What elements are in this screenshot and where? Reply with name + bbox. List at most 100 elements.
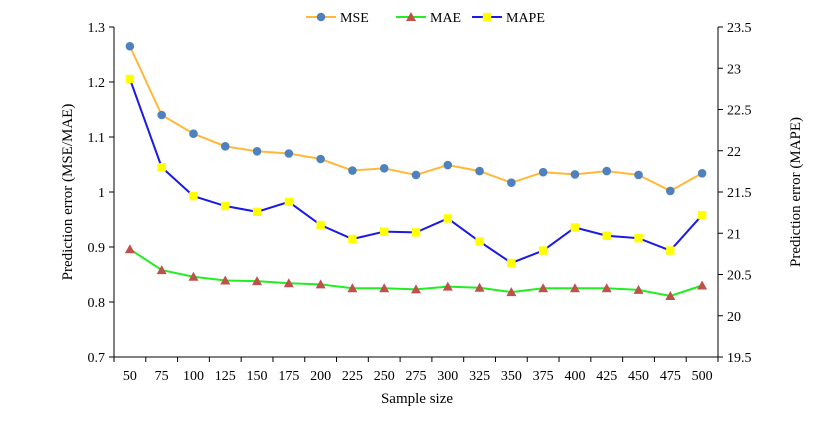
x-tick-label: 350	[501, 369, 522, 384]
data-point-mape	[252, 207, 262, 216]
legend-label: MAE	[430, 11, 461, 26]
legend: MSE MAE MAPE	[306, 11, 545, 26]
data-point-mse	[316, 154, 325, 164]
x-tick-label: 500	[692, 369, 713, 384]
x-tick-label: 425	[596, 369, 617, 384]
data-point-mape	[125, 74, 135, 84]
x-tick-label: 300	[437, 369, 458, 384]
data-point-mape	[507, 258, 516, 268]
y-tick-label: 0.7	[88, 351, 106, 366]
x-tick-label: 250	[374, 369, 395, 384]
data-point-mae	[347, 283, 358, 293]
axes: 0.7 0.8 0.9 1 1.1 1.2 1.3 19.5 20 20.5 21 21.5 22 22.…	[88, 21, 752, 384]
data-point-mae	[283, 278, 294, 288]
data-point-mae	[124, 244, 135, 254]
x-tick-label: 475	[660, 369, 681, 384]
data-point-mape	[443, 214, 452, 223]
data-point-mae	[188, 271, 199, 281]
data-point-mape	[666, 246, 675, 255]
y2-tick-label: 22	[727, 145, 741, 160]
data-point-mse	[443, 160, 453, 170]
x-tick-label: 400	[564, 369, 585, 384]
data-point-mape	[284, 197, 294, 207]
data-point-mse	[602, 166, 612, 176]
x-tick-label: 375	[533, 369, 554, 384]
data-point-mae	[442, 281, 453, 291]
data-point-mse	[284, 149, 294, 158]
x-axis-title: Sample size	[381, 391, 453, 407]
y2-tick-label: 20.5	[727, 269, 752, 284]
data-point-mae	[697, 280, 708, 290]
data-point-mape	[316, 220, 325, 230]
x-tick-label: 275	[406, 369, 427, 384]
data-point-mape	[697, 210, 707, 220]
data-point-mse	[475, 166, 484, 176]
y2-tick-label: 22.5	[727, 104, 752, 119]
data-point-mse	[125, 41, 135, 51]
data-point-mae	[379, 283, 390, 293]
x-tick-label: 200	[310, 369, 331, 384]
y2-tick-label: 21	[727, 227, 741, 242]
x-tick-label: 325	[469, 369, 490, 384]
data-point-mae	[411, 284, 421, 294]
data-point-mape	[570, 223, 580, 232]
legend-item-mae: MAE	[396, 11, 461, 26]
data-point-mse	[666, 186, 675, 196]
y-tick-label: 0.9	[88, 241, 106, 256]
data-point-mape	[538, 246, 548, 255]
data-point-mae	[315, 279, 326, 289]
data-point-mape	[411, 228, 421, 237]
y-tick-label: 1	[98, 186, 105, 201]
data-point-mse	[189, 129, 198, 138]
data-point-mae	[601, 283, 612, 293]
y2-tick-label: 21.5	[727, 186, 752, 201]
y-tick-label: 1.2	[88, 76, 106, 91]
x-tick-label: 450	[628, 369, 649, 384]
x-tick-label: 150	[247, 369, 268, 384]
y2-tick-label: 20	[727, 310, 741, 325]
data-point-mse	[379, 164, 389, 173]
x-tick-label: 175	[278, 369, 299, 384]
data-point-mse	[507, 178, 516, 187]
x-tick-label: 75	[155, 369, 169, 384]
data-point-mae	[506, 287, 517, 297]
data-point-mse	[634, 170, 643, 180]
y-tick-label: 1.1	[88, 131, 106, 146]
data-point-mae	[665, 290, 676, 300]
y-axis-title: Prediction error (MSE/MAE)	[60, 104, 76, 281]
data-point-mae	[633, 284, 644, 294]
data-point-mse	[570, 170, 580, 179]
data-point-mae	[156, 265, 167, 275]
legend-item-mape: MAPE	[472, 11, 545, 26]
legend-label: MAPE	[506, 11, 545, 26]
data-point-mae	[252, 276, 263, 286]
data-point-mape	[221, 201, 230, 211]
data-point-mape	[475, 237, 484, 246]
data-point-mape	[602, 231, 611, 240]
data-point-mae	[474, 282, 485, 292]
x-tick-label: 100	[183, 369, 204, 384]
y2-axis-title: Prediction error (MAPE)	[788, 117, 804, 267]
data-point-mse	[220, 142, 230, 151]
data-point-mae	[538, 283, 549, 293]
data-point-mse	[348, 166, 357, 175]
data-point-mse	[697, 169, 707, 178]
legend-swatch-marker	[482, 12, 492, 22]
series-layer	[124, 41, 708, 300]
series-line-mse	[128, 45, 703, 193]
legend-swatch-marker	[406, 12, 416, 21]
y2-tick-label: 23.5	[727, 21, 752, 36]
x-tick-label: 50	[123, 369, 137, 384]
data-point-mape	[189, 191, 198, 201]
data-point-mae	[569, 283, 580, 293]
data-point-mse	[538, 167, 548, 177]
series-mae	[124, 244, 708, 300]
x-tick-label: 125	[215, 369, 236, 384]
data-point-mape	[157, 163, 166, 172]
series-mse	[125, 41, 707, 196]
legend-swatch-marker	[316, 12, 326, 22]
series-mape	[125, 74, 707, 268]
x-tick-label: 225	[342, 369, 363, 384]
data-point-mae	[220, 275, 231, 285]
